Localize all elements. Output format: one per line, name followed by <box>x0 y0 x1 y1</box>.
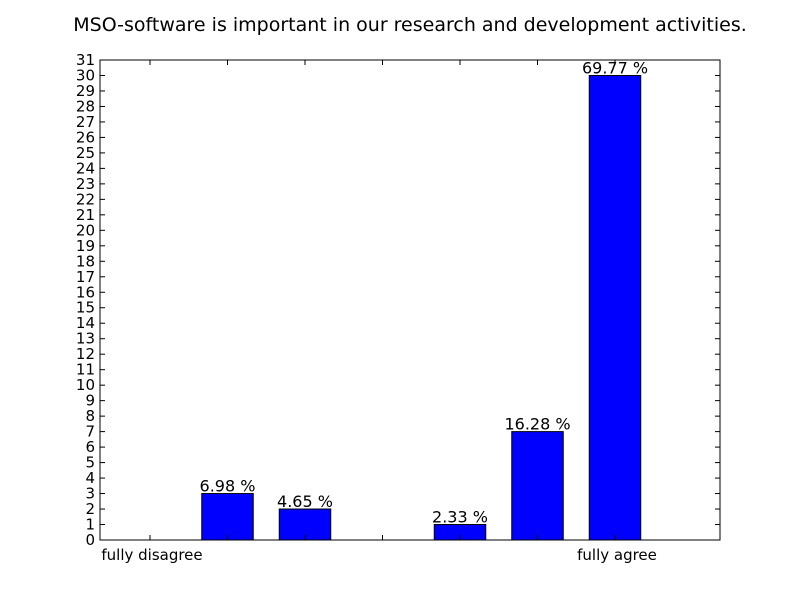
y-tick-label: 5 <box>85 454 95 472</box>
y-tick-label: 8 <box>85 407 95 425</box>
y-tick-label: 30 <box>76 66 95 84</box>
y-tick-label: 29 <box>76 82 95 100</box>
y-tick-label: 9 <box>85 392 95 410</box>
y-tick-label: 13 <box>76 330 95 348</box>
y-tick-label: 11 <box>76 361 95 379</box>
y-tick-label: 27 <box>76 113 95 131</box>
y-tick-label: 18 <box>76 252 95 270</box>
data-label-6: 16.28 % <box>504 415 570 434</box>
y-tick-label: 1 <box>85 516 95 534</box>
bar-2 <box>201 493 254 541</box>
plot-area-frame <box>99 59 721 541</box>
y-tick-label: 10 <box>76 376 95 394</box>
y-tick-label: 22 <box>76 190 95 208</box>
x-tick-label: fully agree <box>577 546 657 564</box>
y-tick-label: 4 <box>85 469 95 487</box>
data-label-5: 2.33 % <box>432 508 488 527</box>
y-tick-label: 14 <box>76 314 95 332</box>
y-tick-label: 7 <box>85 423 95 441</box>
bar-7 <box>588 74 642 541</box>
y-tick-label: 25 <box>76 144 95 162</box>
y-tick-label: 31 <box>76 51 95 69</box>
y-tick-label: 26 <box>76 128 95 146</box>
x-axis: fully disagree fully agree <box>101 60 657 564</box>
x-tick-label: fully disagree <box>101 546 202 564</box>
data-labels-group: 6.98 % 4.65 % 2.33 % 16.28 % 69.77 % <box>200 58 649 526</box>
y-tick-label: 24 <box>76 159 95 177</box>
y-tick-label: 3 <box>85 485 95 503</box>
y-tick-label: 23 <box>76 175 95 193</box>
y-tick-label: 21 <box>76 206 95 224</box>
y-axis: 0123456789101112131415161718192021222324… <box>76 51 720 549</box>
chart-title: MSO-software is important in our researc… <box>73 14 747 36</box>
data-label-2: 6.98 % <box>200 477 256 496</box>
y-tick-label: 12 <box>76 345 95 363</box>
y-tick-label: 15 <box>76 299 95 317</box>
bar-6 <box>511 431 564 541</box>
y-tick-label: 2 <box>85 500 95 518</box>
y-tick-label: 0 <box>85 531 95 549</box>
data-label-7: 69.77 % <box>582 58 648 77</box>
data-label-3: 4.65 % <box>277 492 333 511</box>
y-tick-label: 28 <box>76 97 95 115</box>
y-tick-label: 20 <box>76 221 95 239</box>
bars-group <box>124 74 642 541</box>
y-tick-label: 6 <box>85 438 95 456</box>
y-tick-label: 16 <box>76 283 95 301</box>
y-tick-label: 19 <box>76 237 95 255</box>
y-tick-label: 17 <box>76 268 95 286</box>
